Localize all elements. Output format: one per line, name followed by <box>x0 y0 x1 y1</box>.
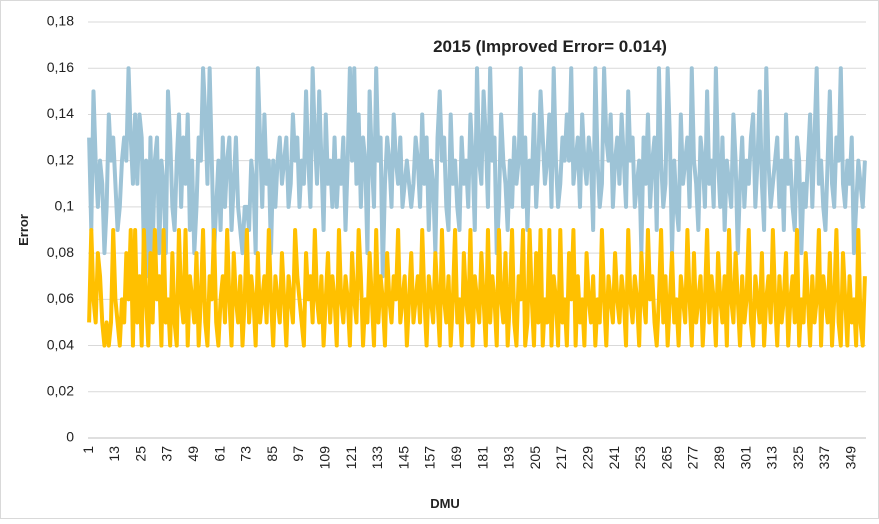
x-tick-label: 241 <box>606 446 622 470</box>
x-tick-label: 301 <box>737 446 753 470</box>
series-line <box>87 228 867 348</box>
x-tick-label: 181 <box>474 446 490 470</box>
x-axis-label: DMU <box>430 496 460 511</box>
x-tick-label: 253 <box>632 446 648 470</box>
x-tick-label: 289 <box>711 446 727 470</box>
y-tick-label: 0,12 <box>47 151 74 167</box>
y-tick-label: 0,1 <box>55 198 75 214</box>
y-tick-label: 0,04 <box>47 336 74 352</box>
y-tick-label: 0,14 <box>47 105 74 121</box>
x-tick-label: 349 <box>842 446 858 470</box>
x-tick-label: 109 <box>316 446 332 470</box>
x-tick-label: 337 <box>816 446 832 470</box>
y-tick-label: 0,02 <box>47 382 74 398</box>
y-axis-label: Error <box>16 214 31 246</box>
x-tick-label: 97 <box>290 446 306 462</box>
x-tick-label: 85 <box>264 446 280 462</box>
x-tick-label: 25 <box>132 446 148 462</box>
x-tick-label: 145 <box>395 446 411 470</box>
x-tick-label: 121 <box>343 446 359 470</box>
y-tick-label: 0,08 <box>47 244 74 260</box>
chart-title: 2015 (Improved Error= 0.014) <box>433 37 667 56</box>
x-tick-label: 193 <box>501 446 517 470</box>
x-tick-label: 157 <box>422 446 438 470</box>
x-tick-label: 61 <box>211 446 227 462</box>
x-tick-label: 265 <box>658 446 674 470</box>
x-tick-label: 73 <box>238 446 254 462</box>
x-tick-label: 277 <box>685 446 701 470</box>
y-tick-label: 0,16 <box>47 59 74 75</box>
x-tick-label: 325 <box>790 446 806 470</box>
series-line <box>87 66 867 279</box>
y-tick-label: 0,18 <box>47 13 74 29</box>
x-tick-label: 169 <box>448 446 464 470</box>
x-tick-label: 313 <box>764 446 780 470</box>
x-tick-label: 229 <box>579 446 595 470</box>
x-tick-label: 217 <box>553 446 569 470</box>
y-tick-label: 0,06 <box>47 290 74 306</box>
x-tick-label: 37 <box>159 446 175 462</box>
y-tick-label: 0 <box>66 429 74 445</box>
x-tick-label: 133 <box>369 446 385 470</box>
x-tick-label: 13 <box>106 446 122 462</box>
x-tick-label: 1 <box>80 446 96 454</box>
x-tick-label: 49 <box>185 446 201 462</box>
x-tick-label: 205 <box>527 446 543 470</box>
